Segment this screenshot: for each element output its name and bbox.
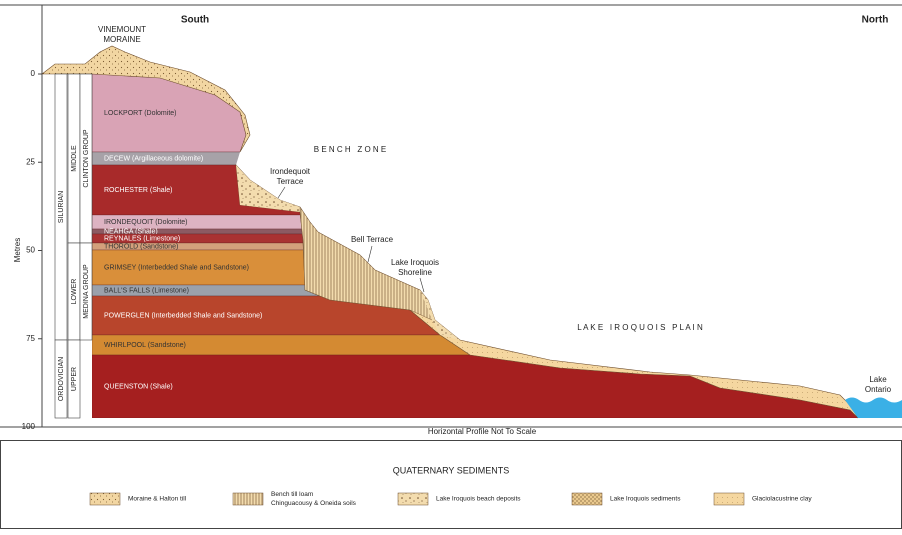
y-tick-label: 100: [22, 422, 36, 431]
legend-label: Lake Iroquois beach deposits: [436, 496, 521, 503]
y-axis: 0 25 50 75 100: [22, 69, 42, 431]
stratum-label: POWERGLEN (Interbedded Shale and Sandsto…: [104, 312, 262, 319]
legend-label: Bench till loam: [271, 491, 313, 498]
column-label: LOWER: [71, 279, 78, 305]
legend-swatch: [398, 493, 428, 505]
stratum: [92, 165, 862, 215]
legend-swatch: [90, 493, 120, 505]
stratum-label: QUEENSTON (Shale): [104, 383, 173, 390]
legend-title: QUATERNARY SEDIMENTS: [393, 465, 510, 475]
y-tick-label: 50: [26, 246, 35, 255]
legend-label: Lake Iroquois sediments: [610, 496, 681, 503]
annotation: Bell Terrace: [351, 235, 394, 244]
column-label: MEDINA GROUP: [83, 264, 90, 319]
pointer: [420, 278, 424, 292]
pointer: [368, 246, 372, 262]
annotation: Irondequoit: [270, 167, 311, 176]
bedrock: LOCKPORT (Dolomite) DECEW (Argillaceous d…: [92, 74, 862, 418]
column-label: CLINTON GROUP: [83, 129, 90, 188]
north-label: North: [862, 15, 889, 26]
stratum-label: THOROLD (Sandstone): [104, 243, 178, 250]
stratum-label: DECEW (Argillaceous dolomite): [104, 155, 203, 162]
stratum-label: WHIRLPOOL (Sandstone): [104, 342, 186, 349]
annotation: L A K E I R O Q U O I S P L A I N: [577, 323, 703, 332]
stratum: [92, 285, 862, 296]
annotation: Lake: [869, 375, 887, 384]
columns: SILURIAN ORDOVICIAN MIDDLE LOWER UPPER CLINTO…: [55, 74, 92, 418]
y-tick-label: 0: [31, 69, 36, 78]
stratum-label: ROCHESTER (Shale): [104, 187, 172, 194]
annotation: Shoreline: [398, 268, 432, 277]
south-label: South: [181, 15, 209, 26]
stratum-label: LOCKPORT (Dolomite): [104, 110, 176, 117]
annotation: B E N C H Z O N E: [314, 145, 386, 154]
axis-label: Metres: [13, 238, 22, 262]
column-label: UPPER: [71, 367, 78, 391]
stratum-label: REYNALES (Limestone): [104, 235, 180, 242]
column-label: ORDOVICIAN: [58, 357, 65, 401]
legend-box: [1, 441, 902, 529]
legend-label: Chinguacousy & Oneida soils: [271, 500, 357, 507]
stratum-label: IRONDEQUOIT (Dolomite): [104, 219, 188, 226]
pointer: [278, 187, 285, 198]
stratum-label: GRIMSEY (Interbedded Shale and Sandstone…: [104, 264, 249, 271]
y-tick-label: 75: [26, 334, 35, 343]
column-label: MIDDLE: [71, 145, 78, 172]
footer-note: Horizontal Profile Not To Scale: [428, 427, 537, 436]
legend-label: Moraine & Halton till: [128, 496, 187, 503]
annotation: Lake Iroquois: [391, 258, 439, 267]
stratum: [92, 152, 862, 165]
cross-section: South North VINEMOUNT MORAINE Metres LOC…: [0, 0, 902, 530]
legend-label: Glaciolacustrine clay: [752, 496, 812, 503]
legend-swatch: [233, 493, 263, 505]
stratum: [92, 243, 862, 250]
annotation: Ontario: [865, 385, 892, 394]
legend: Moraine & Halton till Bench till loam Chin…: [90, 491, 812, 507]
annotation: Terrace: [277, 177, 304, 186]
landform-label: VINEMOUNT: [98, 25, 146, 34]
stratum: [92, 215, 862, 229]
stratum: [92, 234, 862, 243]
stratum: [92, 229, 862, 234]
stratum-label: BALL'S FALLS (Limestone): [104, 287, 189, 294]
legend-swatch: [714, 493, 744, 505]
landform-label: MORAINE: [103, 35, 140, 44]
legend-swatch: [572, 493, 602, 505]
y-tick-label: 25: [26, 157, 35, 166]
column-label: SILURIAN: [58, 191, 65, 223]
